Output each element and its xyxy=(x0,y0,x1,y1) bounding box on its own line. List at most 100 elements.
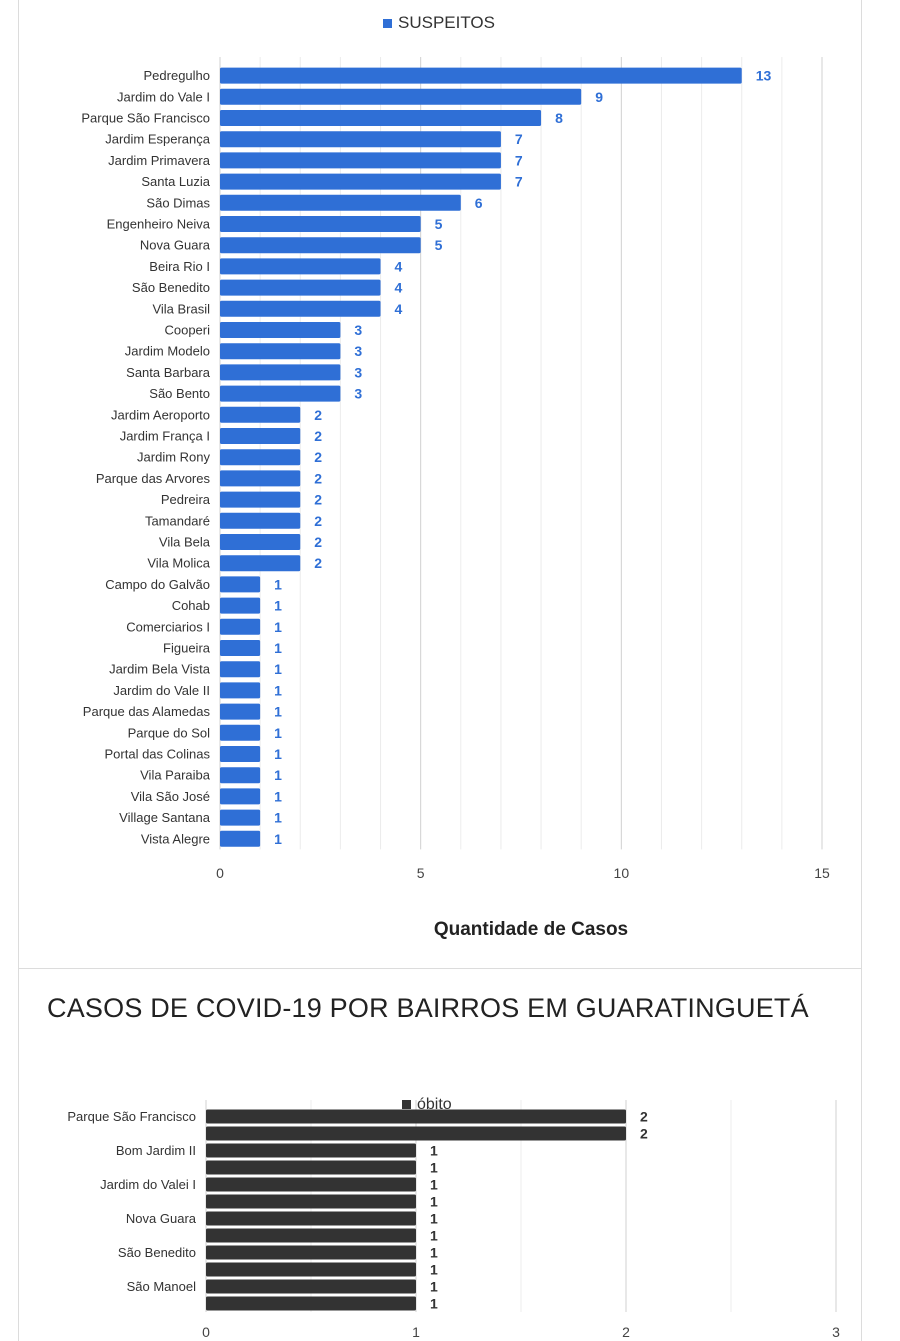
data-label: 1 xyxy=(274,640,282,656)
category-label: Village Santana xyxy=(119,810,211,825)
bar xyxy=(206,1228,416,1243)
category-label: Jardim do Vale I xyxy=(117,89,210,104)
data-label: 1 xyxy=(430,1296,438,1312)
x-tick-label: 15 xyxy=(814,865,830,881)
category-label: Vila São José xyxy=(131,789,210,804)
category-label: Cooperi xyxy=(164,323,210,338)
data-label: 1 xyxy=(430,1262,438,1278)
suspected-cases-chart-card: SUSPEITOS Pedregulho 13 Jardim do Vale I 9 Pa… xyxy=(18,0,862,969)
bar xyxy=(220,470,301,487)
bar xyxy=(220,152,501,169)
data-label: 3 xyxy=(354,343,362,359)
category-label: Vila Bela xyxy=(159,535,211,550)
x-tick-label: 3 xyxy=(832,1324,840,1340)
bar xyxy=(220,428,301,444)
data-label: 1 xyxy=(274,725,282,741)
category-label: Parque das Arvores xyxy=(96,471,211,486)
category-label: Vila Molica xyxy=(147,556,210,571)
legend-swatch xyxy=(402,1100,411,1109)
category-label: Jardim do Vale II xyxy=(113,683,210,698)
data-label: 1 xyxy=(430,1211,438,1227)
data-label: 2 xyxy=(314,470,322,486)
x-axis-title: Quantidade de Casos xyxy=(434,919,628,940)
data-label: 2 xyxy=(314,555,322,571)
data-label: 1 xyxy=(430,1194,438,1210)
bar xyxy=(220,131,501,148)
data-label: 1 xyxy=(274,767,282,783)
data-label: 1 xyxy=(430,1228,438,1244)
bar xyxy=(206,1160,416,1175)
data-label: 1 xyxy=(274,704,282,720)
bar xyxy=(206,1126,626,1141)
x-tick-label: 1 xyxy=(412,1324,420,1340)
data-label: 5 xyxy=(435,216,443,232)
category-label: Vila Brasil xyxy=(152,301,210,316)
category-label: Parque do Sol xyxy=(128,725,211,740)
bar xyxy=(220,406,301,423)
category-label: Nova Guara xyxy=(140,238,211,253)
bar xyxy=(220,576,261,593)
category-label: Santa Barbara xyxy=(126,365,211,380)
data-label: 1 xyxy=(274,788,282,804)
bar xyxy=(206,1194,416,1209)
bar xyxy=(220,640,261,656)
bar xyxy=(220,173,501,190)
data-label: 1 xyxy=(274,746,282,762)
data-label: 2 xyxy=(314,428,322,444)
category-label: Parque das Alamedas xyxy=(83,704,211,719)
bar xyxy=(220,703,261,720)
category-label: São Benedito xyxy=(118,1245,196,1260)
bar xyxy=(220,597,261,614)
category-label: Jardim Modelo xyxy=(125,344,210,359)
data-label: 1 xyxy=(430,1279,438,1295)
data-label: 2 xyxy=(314,449,322,465)
bar xyxy=(220,724,261,741)
bar xyxy=(220,491,301,508)
x-tick-label: 0 xyxy=(216,865,224,881)
bar xyxy=(206,1211,416,1226)
bar xyxy=(220,449,301,466)
data-label: 1 xyxy=(274,576,282,592)
bar xyxy=(206,1279,416,1294)
x-tick-label: 5 xyxy=(417,865,425,881)
data-label: 3 xyxy=(354,364,362,380)
data-label: 1 xyxy=(430,1245,438,1261)
data-label: 5 xyxy=(435,237,443,253)
category-label: Jardim França I xyxy=(120,429,210,444)
bar xyxy=(206,1109,626,1124)
chart-title: CASOS DE COVID-19 POR BAIRROS EM GUARATI… xyxy=(47,993,809,1023)
category-label: Jardim Esperança xyxy=(105,132,211,147)
bar xyxy=(220,534,301,550)
data-label: 1 xyxy=(430,1160,438,1176)
data-label: 3 xyxy=(354,322,362,338)
data-label: 7 xyxy=(515,174,523,190)
bar xyxy=(220,661,261,678)
data-label: 7 xyxy=(515,152,523,168)
category-label: Tamandaré xyxy=(145,513,210,528)
category-label: Comerciarios I xyxy=(126,619,210,634)
category-label: Santa Luzia xyxy=(141,174,210,189)
bar xyxy=(206,1262,416,1277)
bar xyxy=(220,618,261,635)
bar xyxy=(220,809,261,826)
bar xyxy=(220,343,341,360)
category-label: Vista Alegre xyxy=(141,831,210,846)
bar xyxy=(220,767,261,784)
category-label: Engenheiro Neiva xyxy=(107,217,211,232)
category-label: Bom Jardim II xyxy=(116,1143,196,1158)
legend-label: óbito xyxy=(417,1096,452,1113)
bar xyxy=(206,1143,416,1158)
bar xyxy=(220,364,341,381)
category-label: Vila Paraiba xyxy=(140,768,211,783)
category-label: Jardim Rony xyxy=(137,450,210,465)
data-label: 1 xyxy=(274,619,282,635)
data-label: 4 xyxy=(395,258,403,274)
data-label: 1 xyxy=(430,1177,438,1193)
data-label: 4 xyxy=(395,280,403,296)
category-label: Jardim Aeroporto xyxy=(111,407,210,422)
data-label: 1 xyxy=(274,682,282,698)
data-label: 13 xyxy=(756,68,772,84)
bar xyxy=(220,746,261,762)
